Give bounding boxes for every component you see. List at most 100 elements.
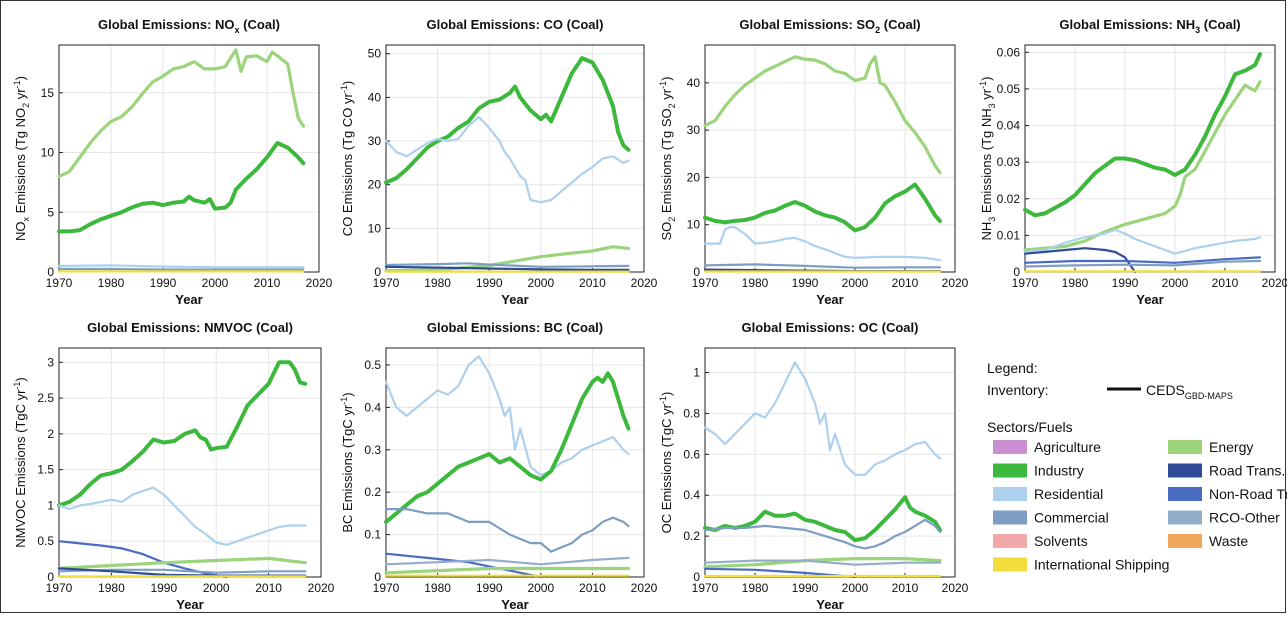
series-line-residential [1023, 228, 1262, 255]
y-tick-label: 0.02 [997, 192, 1021, 206]
y-axis-label: NOx Emissions (Tg NO2 yr-1) [12, 76, 31, 241]
series-line-residential [703, 361, 942, 476]
x-tick-label: 1980 [1062, 276, 1089, 290]
y-tick-label: 10 [368, 221, 382, 235]
series-line-non-road-trans [384, 552, 542, 579]
y-tick-label: 1 [693, 366, 700, 380]
legend-item-label: Agriculture [1034, 439, 1101, 455]
y-tick-label: 3 [47, 355, 54, 369]
y-tick-label: 0 [693, 570, 700, 584]
series-line-energy [703, 55, 942, 175]
y-tick-label: 0.5 [37, 534, 54, 548]
chart-title: Global Emissions: CO (Coal) [427, 17, 604, 32]
x-tick-label: 2010 [255, 581, 282, 595]
series-line-residential [57, 264, 305, 269]
series-line-industry [57, 141, 306, 234]
x-tick-label: 2010 [892, 276, 919, 290]
chart-panel-7: 1970 1980 1990 2000 2010 2020 0 0.2 0.4 0.6 0.8 1 Gl… [658, 320, 969, 612]
legend-item-rco-other: RCO-Other [1168, 510, 1280, 526]
y-tick-label: 0.1 [364, 528, 381, 542]
legend-item-label: Waste [1209, 533, 1248, 549]
y-tick-label: 40 [368, 90, 382, 104]
y-tick-label: 0.8 [683, 406, 700, 420]
x-tick-label: 2020 [308, 581, 335, 595]
legend-item-residential: Residential [993, 486, 1103, 502]
legend-item-agriculture: Agriculture [993, 439, 1101, 455]
x-tick-label: 1990 [476, 276, 503, 290]
y-tick-label: 0.06 [997, 45, 1021, 59]
x-tick-label: 1990 [150, 581, 177, 595]
y-tick-label: 0 [374, 265, 381, 279]
series-line-industry [703, 182, 942, 233]
y-tick-label: 1 [47, 498, 54, 512]
series-line-industry [384, 371, 631, 524]
x-tick-label: 1970 [692, 276, 719, 290]
legend-item-label: Residential [1034, 486, 1103, 502]
y-tick-label: 2.5 [37, 391, 54, 405]
x-tick-label: 2010 [1212, 276, 1239, 290]
y-tick-label: 0.03 [997, 155, 1021, 169]
y-tick-label: 30 [687, 123, 701, 137]
series-line-energy [57, 556, 307, 571]
x-tick-label: 2020 [631, 276, 658, 290]
series-line-industry [57, 360, 308, 508]
y-tick-label: 1.5 [37, 463, 54, 477]
x-tick-label: 2010 [254, 276, 281, 290]
legend-inventory-name: CEDSGBD-MAPS [1146, 382, 1233, 401]
chart-title: Global Emissions: NMVOC (Coal) [87, 320, 293, 335]
legend-item-non-road-trans: Non-Road Trans [1168, 486, 1288, 502]
y-tick-label: 20 [368, 178, 382, 192]
legend-swatch [1168, 440, 1202, 454]
y-tick-label: 0.2 [683, 529, 700, 543]
y-tick-label: 10 [687, 218, 701, 232]
y-tick-label: 0 [47, 265, 54, 279]
plot-area [704, 347, 956, 578]
chart-title: Global Emissions: NOx (Coal) [98, 17, 280, 35]
y-tick-label: 2 [47, 427, 54, 441]
chart-panel-3: 1970 1980 1990 2000 2010 2020 0 10 20 30 40 Global … [658, 17, 969, 307]
x-tick-label: 2000 [842, 581, 869, 595]
legend-swatch [993, 440, 1027, 454]
plot-area [1024, 44, 1276, 273]
x-tick-label: 1970 [692, 581, 719, 595]
series-line-residential [384, 115, 630, 204]
x-axis-label: Year [501, 292, 528, 307]
series-line-residential [703, 226, 942, 262]
legend-swatch [1168, 487, 1202, 501]
y-tick-label: 15 [41, 86, 55, 100]
plot-area [704, 44, 956, 273]
series-line-industry [384, 56, 631, 185]
series-line-rco-other [703, 559, 942, 566]
series-line-commercial [703, 518, 942, 550]
legend-item-road-trans: Road Trans. [1168, 463, 1285, 479]
x-tick-label: 1970 [373, 276, 400, 290]
legend-item-label: Energy [1209, 439, 1253, 455]
y-tick-label: 50 [368, 47, 382, 61]
series-line-road-trans [384, 265, 630, 271]
x-axis-label: Year [501, 597, 528, 612]
legend-item-industry: Industry [993, 463, 1084, 479]
legend-swatch [993, 534, 1027, 548]
x-axis-label: Year [1136, 292, 1163, 307]
series-line-commercial [1023, 259, 1262, 268]
legend-swatch [993, 557, 1027, 572]
x-tick-label: 2000 [202, 276, 229, 290]
chart-panel-4: 1970 1980 1990 2000 2010 2020 0 0.01 0.02 0.03 0.0… [978, 17, 1288, 307]
chart-panel-1: 1970 1980 1990 2000 2010 2020 0 5 10 15 Global Emi… [12, 17, 333, 307]
y-tick-label: 0.01 [997, 228, 1021, 242]
x-tick-label: 1980 [98, 276, 125, 290]
x-tick-label: 2020 [306, 276, 333, 290]
series-line-residential [57, 486, 307, 546]
legend-item-international-shipping: International Shipping [993, 557, 1169, 573]
y-tick-label: 40 [687, 76, 701, 90]
x-tick-label: 2010 [892, 581, 919, 595]
series-line-rco-other [384, 556, 630, 566]
legend-item-waste: Waste [1168, 533, 1248, 549]
series-line-energy [703, 556, 942, 569]
x-tick-label: 2000 [842, 276, 869, 290]
legend-item-energy: Energy [1168, 439, 1253, 455]
series-line-residential [384, 355, 630, 477]
legend: Legend: Inventory: CEDSGBD-MAPS Sectors/… [987, 360, 1288, 573]
series-line-commercial [57, 267, 305, 271]
